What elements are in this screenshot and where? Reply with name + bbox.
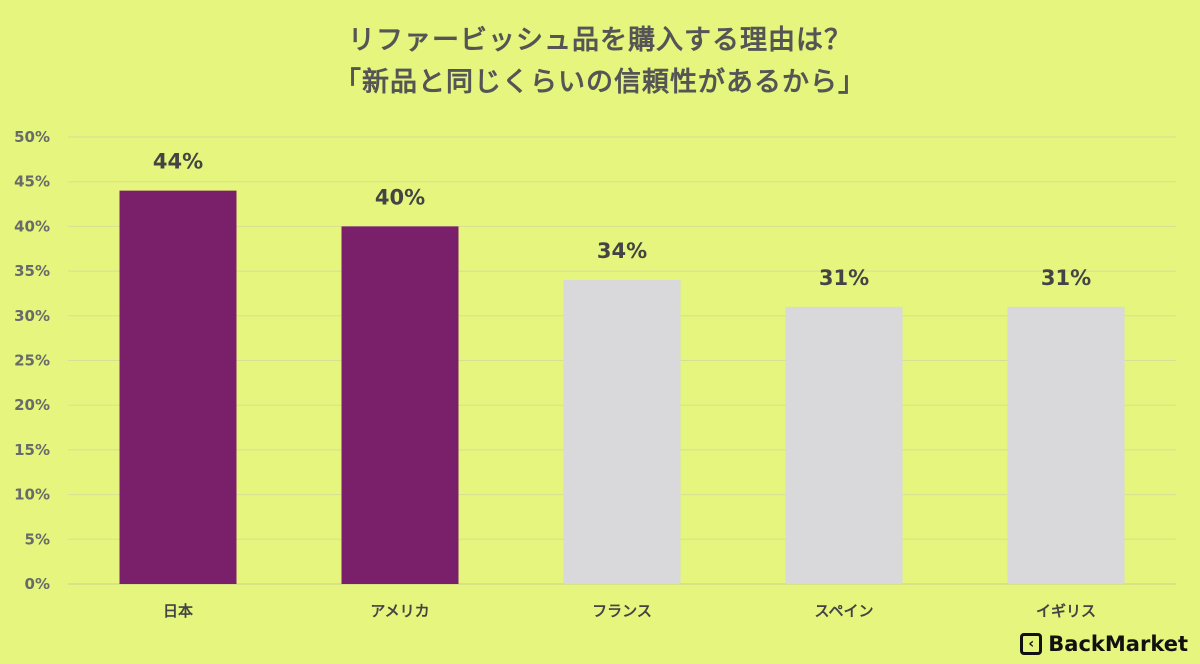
chart-title: リファービッシュ品を購入する理由は？	[348, 25, 852, 56]
back-market-logo-icon: ‹	[1020, 633, 1043, 655]
bar	[1007, 306, 1125, 584]
chart-subtitle: 「新品と同じくらいの信頼性があるから」	[334, 67, 866, 98]
bar-data-label: 34%	[597, 239, 647, 263]
y-tick-label: 20%	[14, 396, 50, 414]
y-tick-label: 50%	[14, 128, 50, 146]
bar-data-label: 31%	[819, 266, 869, 290]
chart-title-block: リファービッシュ品を購入する理由は？ 「新品と同じくらいの信頼性があるから」	[0, 20, 1200, 104]
x-category-label: アメリカ	[370, 602, 429, 620]
y-tick-label: 40%	[14, 217, 50, 235]
y-tick-label: 30%	[14, 307, 50, 325]
bar	[341, 226, 459, 584]
brand-name: BackMarket	[1048, 632, 1188, 656]
y-tick-label: 35%	[14, 262, 50, 280]
y-tick-label: 5%	[25, 530, 50, 548]
bar-data-label: 40%	[375, 185, 425, 209]
bar	[119, 190, 237, 584]
y-tick-label: 0%	[25, 575, 50, 593]
bar	[785, 306, 903, 584]
x-category-label: スペイン	[815, 602, 874, 620]
x-category-label: フランス	[592, 602, 652, 620]
bar-data-label: 44%	[153, 150, 203, 174]
bar	[563, 280, 681, 584]
bar-data-label: 31%	[1041, 266, 1091, 290]
y-tick-label: 45%	[14, 173, 50, 191]
brand-logo: ‹ BackMarket	[1020, 632, 1188, 656]
x-category-label: 日本	[163, 602, 193, 620]
y-tick-label: 10%	[14, 486, 50, 504]
x-category-label: イギリス	[1036, 602, 1096, 620]
y-tick-label: 25%	[14, 352, 50, 370]
y-tick-label: 15%	[14, 441, 50, 459]
